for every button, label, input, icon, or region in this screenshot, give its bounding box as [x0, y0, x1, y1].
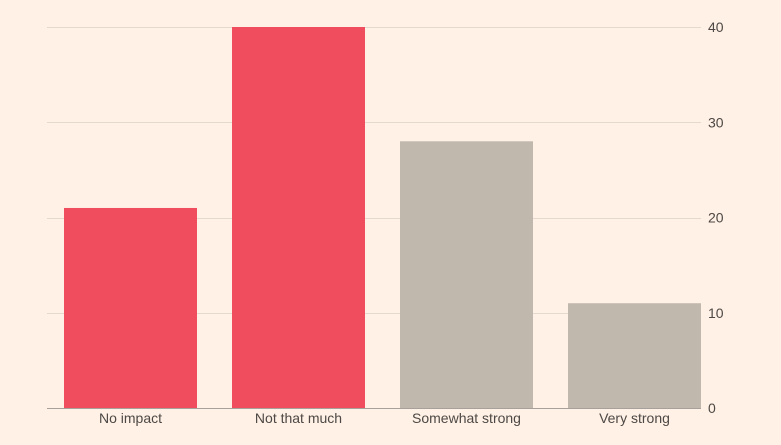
bar-1 [232, 27, 365, 408]
x-category-label-0: No impact [99, 410, 162, 426]
x-axis-category-labels: No impact Not that much Somewhat strong Ver… [99, 410, 670, 426]
y-tick-label-1: 10 [708, 305, 724, 321]
y-axis-tick-labels: 0 10 20 30 40 [708, 19, 724, 416]
bar-0 [64, 207, 197, 408]
x-category-label-1: Not that much [255, 410, 342, 426]
y-tick-label-3: 30 [708, 114, 724, 130]
y-tick-label-0: 0 [708, 400, 716, 416]
bar-2 [400, 141, 533, 409]
bar-3 [568, 303, 701, 408]
x-category-label-2: Somewhat strong [412, 410, 521, 426]
y-tick-label-4: 40 [708, 19, 724, 35]
bars [64, 27, 701, 409]
y-tick-label-2: 20 [708, 210, 724, 226]
x-category-label-3: Very strong [599, 410, 670, 426]
